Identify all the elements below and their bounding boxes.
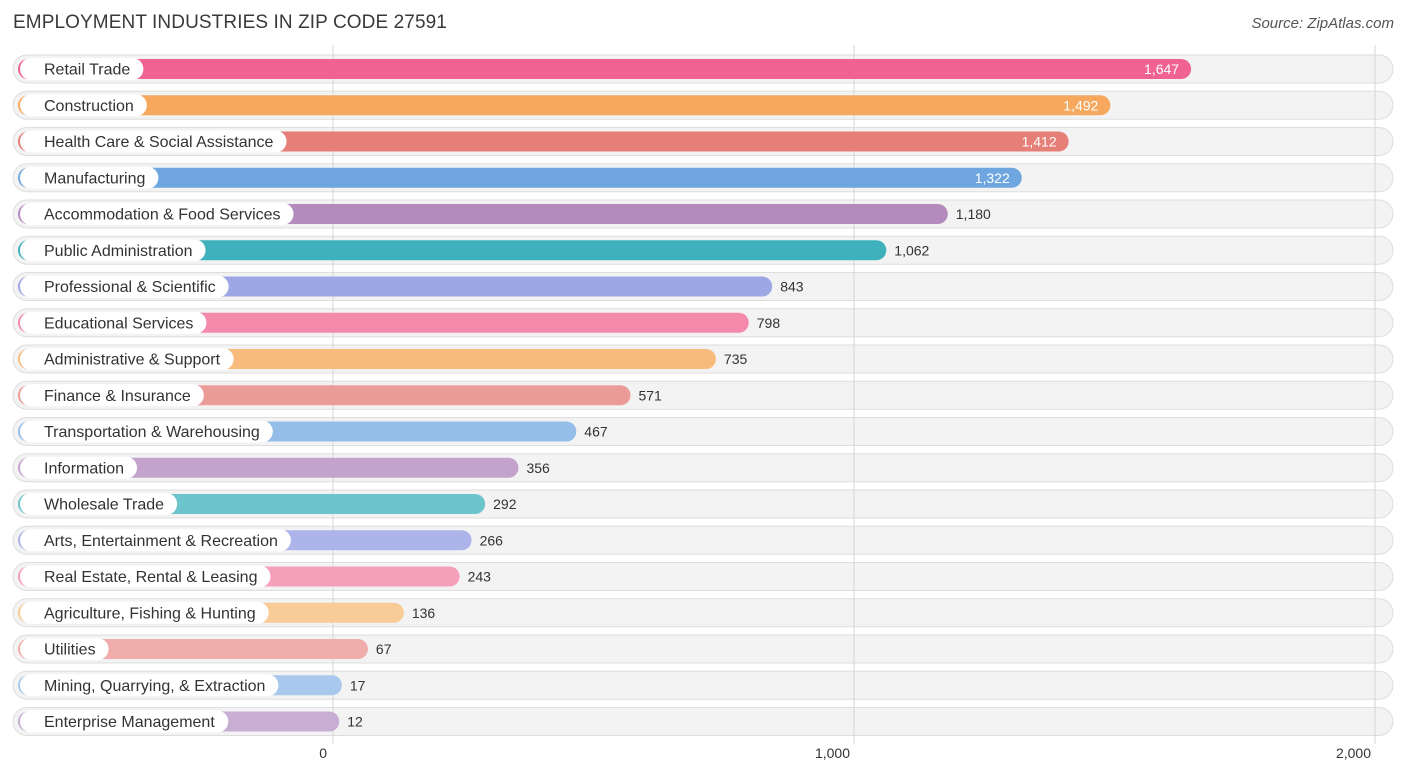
- label-pill: [20, 94, 147, 117]
- label-pill: [20, 420, 273, 443]
- label-pill: [20, 239, 206, 262]
- bar-label: Educational Services: [44, 315, 193, 332]
- label-pill: [20, 601, 269, 624]
- value-label: 1,180: [956, 206, 991, 222]
- chart-title: EMPLOYMENT INDUSTRIES IN ZIP CODE 27591: [13, 12, 447, 33]
- bar-group: Professional & Scientific 843: [18, 275, 804, 298]
- value-label: 1,647: [1144, 61, 1179, 77]
- row-track: [12, 707, 1394, 736]
- label-pill: [20, 203, 294, 225]
- value-label: 17: [350, 677, 366, 693]
- value-label: 266: [480, 532, 504, 548]
- bar-label: Public Administration: [44, 243, 193, 260]
- chart-source: Source: ZipAtlas.com: [1251, 15, 1394, 32]
- bar[interactable]: [18, 167, 1022, 188]
- bar-group: Construction 1,492: [18, 94, 1111, 117]
- bar-label: Information: [44, 460, 124, 477]
- value-label: 1,412: [1022, 134, 1057, 150]
- bar-group: Wholesale Trade 292: [18, 493, 517, 515]
- value-label: 12: [347, 714, 363, 730]
- tick-label: 0: [319, 745, 327, 761]
- value-label: 136: [412, 605, 436, 621]
- tick-label: 2,000: [1336, 745, 1371, 761]
- value-label: 467: [584, 424, 608, 440]
- value-label: 1,322: [975, 170, 1010, 186]
- row-track: [12, 670, 1394, 700]
- label-pill: [20, 348, 234, 370]
- label-pill: [20, 58, 144, 80]
- label-pill: [20, 275, 229, 298]
- bar-label: Transportation & Warehousing: [44, 424, 260, 441]
- label-pill: [20, 456, 138, 479]
- bar-group: Mining, Quarrying, & Extraction 17: [18, 674, 366, 697]
- label-pill: [20, 565, 271, 588]
- value-label: 735: [724, 351, 748, 367]
- bar[interactable]: [18, 457, 519, 478]
- bar-label: Finance & Insurance: [44, 388, 191, 405]
- bar-group: Educational Services 798: [18, 311, 781, 334]
- bar-group: Health Care & Social Assistance 1,412: [18, 130, 1069, 153]
- bar-label: Accommodation & Food Services: [44, 207, 281, 224]
- label-pill: [20, 529, 291, 552]
- value-label: 292: [493, 496, 517, 512]
- bar-group: Arts, Entertainment & Recreation 266: [18, 529, 504, 552]
- bar-label: Real Estate, Rental & Leasing: [44, 569, 257, 586]
- bar-label: Wholesale Trade: [44, 497, 164, 514]
- bar-label: Manufacturing: [44, 170, 145, 187]
- bar[interactable]: [18, 59, 1192, 79]
- bar-group: Finance & Insurance 571: [18, 384, 662, 407]
- bar-group: Agriculture, Fishing & Hunting 136: [18, 601, 436, 624]
- bar-group: Real Estate, Rental & Leasing 243: [18, 565, 492, 588]
- value-label: 67: [376, 641, 392, 657]
- bar-label: Agriculture, Fishing & Hunting: [44, 605, 256, 622]
- bar-label: Utilities: [44, 642, 96, 659]
- bar-label: Construction: [44, 98, 134, 115]
- bar[interactable]: [18, 240, 887, 261]
- bar-group: Accommodation & Food Services 1,180: [18, 203, 991, 225]
- value-label: 1,492: [1063, 97, 1098, 113]
- label-pill: [20, 384, 204, 407]
- bar-group: Administrative & Support 735: [18, 348, 748, 370]
- label-pill: [20, 166, 159, 189]
- x-axis: 0 1,000 2,000: [319, 745, 1371, 761]
- label-pill: [20, 493, 178, 515]
- value-label: 843: [780, 279, 804, 295]
- bar-label: Health Care & Social Assistance: [44, 134, 274, 151]
- bar-label: Enterprise Management: [44, 714, 215, 731]
- bar-group: Retail Trade 1,647: [18, 58, 1192, 80]
- tick-label: 1,000: [815, 745, 850, 761]
- value-label: 243: [468, 569, 492, 585]
- label-pill: [20, 130, 287, 153]
- value-label: 1,062: [894, 242, 929, 258]
- bar-group: Information 356: [18, 456, 550, 479]
- value-label: 356: [526, 460, 550, 476]
- value-label: 571: [638, 387, 662, 403]
- label-pill: [20, 638, 109, 660]
- bar-label: Mining, Quarrying, & Extraction: [44, 678, 265, 695]
- bar[interactable]: [18, 95, 1111, 116]
- label-pill: [20, 710, 229, 733]
- bar-label: Professional & Scientific: [44, 279, 216, 296]
- bar-group: Transportation & Warehousing 467: [18, 420, 608, 443]
- label-pill: [20, 311, 207, 334]
- bar-group: Manufacturing 1,322: [18, 166, 1022, 189]
- bar-label: Retail Trade: [44, 62, 130, 79]
- bar-group: Enterprise Management 12: [18, 710, 363, 733]
- value-label: 798: [757, 315, 781, 331]
- label-pill: [20, 674, 279, 697]
- bar-label: Administrative & Support: [44, 352, 221, 369]
- bar-label: Arts, Entertainment & Recreation: [44, 533, 278, 550]
- bar-group: Public Administration 1,062: [18, 239, 930, 262]
- bar-group: Utilities 67: [18, 638, 392, 660]
